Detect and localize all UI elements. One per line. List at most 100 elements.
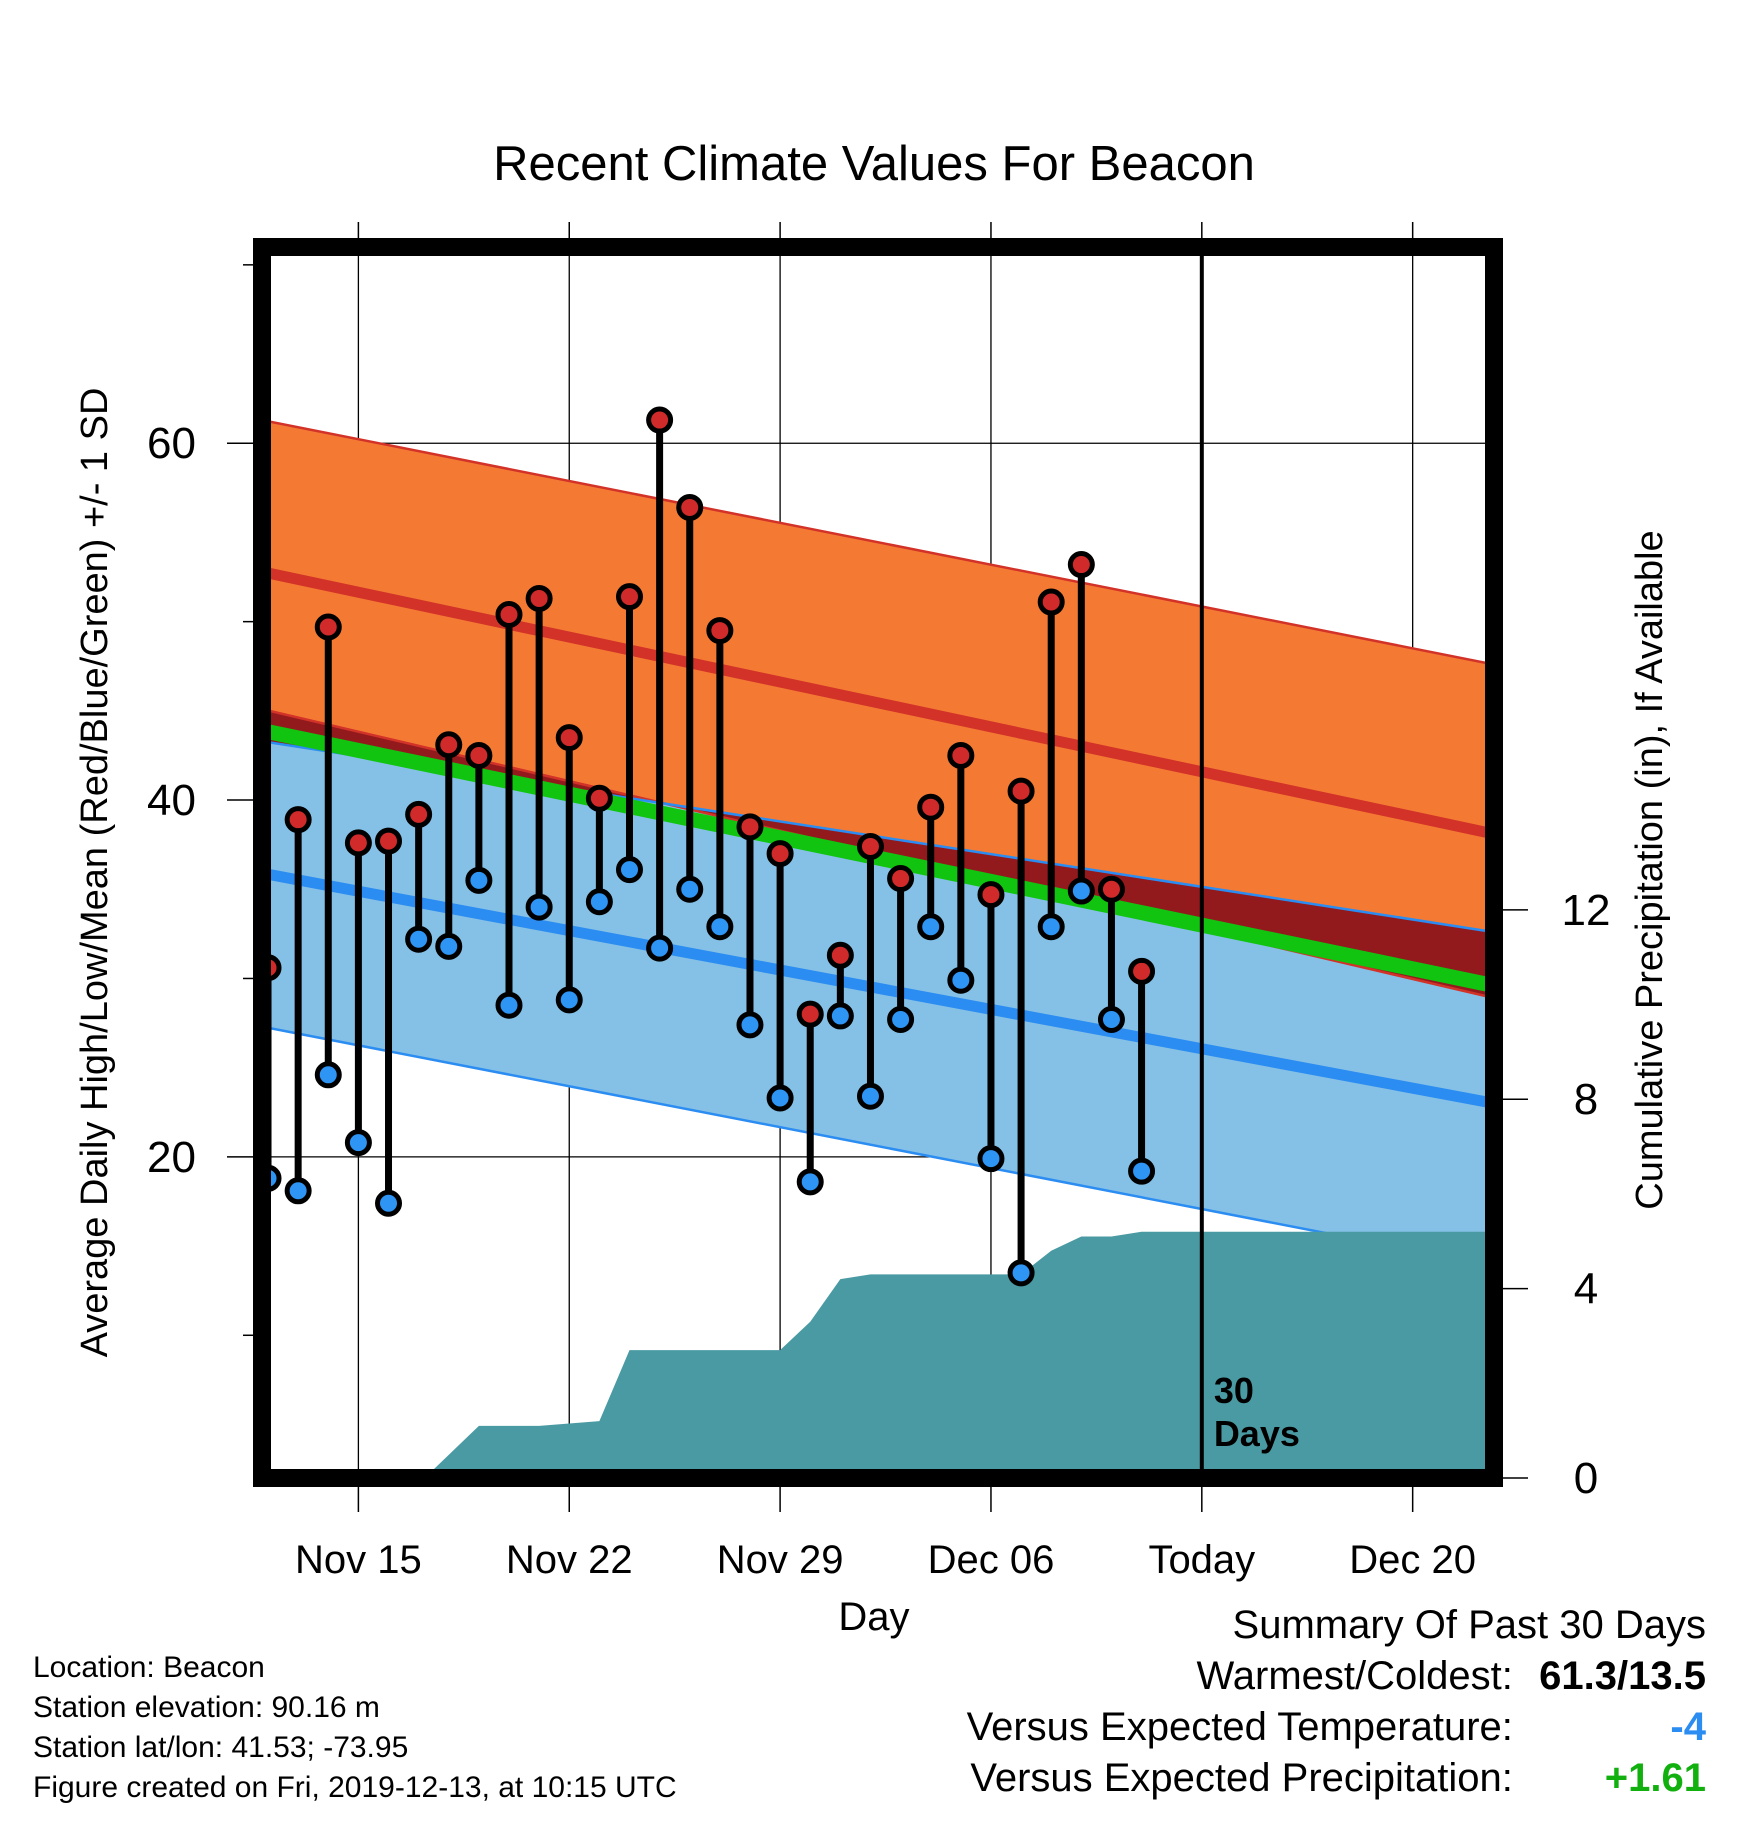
daily-low-point [736, 1011, 764, 1039]
daily-high-point [1067, 551, 1095, 579]
y2-tick-label: 12 [1562, 886, 1611, 935]
daily-low-point [375, 1189, 403, 1217]
daily-low-point [1128, 1157, 1156, 1185]
daily-high-point [947, 741, 975, 769]
station-info: Location: Beacon Station elevation: 90.1… [33, 1648, 677, 1808]
today-label-line: 30 [1214, 1370, 1254, 1411]
x-tick-label: Dec 06 [928, 1538, 1055, 1582]
daily-high-point [495, 601, 523, 629]
daily-low-point [796, 1168, 824, 1196]
precip-area-shape [262, 1231, 1494, 1478]
x-tick-label: Nov 15 [295, 1538, 422, 1582]
daily-low-point [495, 991, 523, 1019]
daily-low-point [525, 893, 553, 921]
daily-low-point [887, 1005, 915, 1033]
daily-high-point [375, 827, 403, 855]
daily-low-point [435, 932, 463, 960]
summary-panel: Summary Of Past 30 Days Warmest/Coldest:… [967, 1600, 1706, 1804]
warm-cold-label: Warmest/Coldest: [1196, 1654, 1513, 1698]
today-label: 30 Days [1214, 1370, 1300, 1454]
daily-high-point [977, 881, 1005, 909]
daily-high-point [1097, 875, 1125, 903]
precip-area [262, 1231, 1494, 1478]
precip-label: Versus Expected Precipitation: [970, 1756, 1513, 1800]
daily-low-point [1037, 913, 1065, 941]
temp-value: -4 [1670, 1705, 1706, 1749]
created-text: Figure created on Fri, 2019-12-13, at 10… [33, 1771, 677, 1804]
high-sd-upper-line [262, 418, 1494, 666]
daily-high-point [706, 617, 734, 645]
daily-low-point [465, 866, 493, 894]
daily-high-point [525, 584, 553, 612]
low-mean-line [262, 867, 1494, 1109]
daily-low-point [314, 1061, 342, 1089]
daily-low-point [1097, 1005, 1125, 1033]
y-axis-label: Average Daily High/Low/Mean (Red/Blue/Gr… [74, 388, 116, 1358]
y-tick-label: 40 [147, 776, 196, 825]
daily-low-point [766, 1084, 794, 1112]
y2-tick-label: 4 [1574, 1265, 1598, 1314]
daily-low-point [585, 888, 613, 916]
daily-high-point [676, 493, 704, 521]
chart-title: Recent Climate Values For Beacon [493, 137, 1255, 191]
x-tick-label: Dec 20 [1349, 1538, 1476, 1582]
y2-axis-label: Cumulative Precipitation (in), If Availa… [1629, 530, 1671, 1209]
x-tick-label: Today [1148, 1538, 1255, 1582]
plot-border [253, 238, 1503, 1487]
location-text: Location: Beacon [33, 1651, 265, 1684]
daily-low-point [646, 934, 674, 962]
daily-low-point [676, 875, 704, 903]
precip-row: Versus Expected Precipitation: +1.61 [967, 1753, 1706, 1804]
daily-range-bars: 30 Days [254, 247, 1300, 1478]
daily-high-point [646, 406, 674, 434]
y2-tick-label: 0 [1574, 1454, 1598, 1503]
daily-high-point [284, 806, 312, 834]
y2-tick-label: 8 [1574, 1075, 1598, 1124]
daily-high-point [1037, 588, 1065, 616]
daily-high-point [465, 741, 493, 769]
daily-high-point [766, 840, 794, 868]
daily-high-point [796, 1000, 824, 1028]
temp-label: Versus Expected Temperature: [966, 1705, 1513, 1749]
daily-high-point [826, 941, 854, 969]
daily-high-point [1128, 957, 1156, 985]
y-tick-label: 20 [147, 1133, 196, 1182]
daily-high-point [887, 865, 915, 893]
daily-low-point [856, 1082, 884, 1110]
daily-high-point [405, 800, 433, 828]
daily-low-point [1007, 1259, 1035, 1287]
daily-high-point [585, 784, 613, 812]
daily-low-point [615, 856, 643, 884]
elevation-text: Station elevation: 90.16 m [33, 1691, 380, 1724]
today-label-line: Days [1214, 1413, 1300, 1454]
daily-low-point [555, 986, 583, 1014]
mean-line [262, 723, 1494, 993]
daily-low-point [826, 1002, 854, 1030]
daily-high-point [555, 724, 583, 752]
latlon-text: Station lat/lon: 41.53; -73.95 [33, 1731, 409, 1764]
daily-low-point [1067, 877, 1095, 905]
low-sd-lower-line [262, 1025, 1494, 1267]
daily-low-point [344, 1129, 372, 1157]
daily-high-point [1007, 777, 1035, 805]
high-mean-line [262, 566, 1494, 840]
warm-cold-row: Warmest/Coldest: 61.3/13.5 [967, 1651, 1707, 1702]
daily-high-point [314, 613, 342, 641]
daily-low-point [947, 966, 975, 994]
x-axis-label: Day [838, 1595, 909, 1639]
y-tick-label: 60 [147, 419, 196, 468]
daily-high-point [344, 829, 372, 857]
daily-high-point [615, 583, 643, 611]
daily-high-point [736, 813, 764, 841]
axes: Nov 15 Nov 22 Nov 29 Dec 06 Today Dec 20 Day 20… [74, 222, 1671, 1639]
daily-high-point [856, 832, 884, 860]
daily-low-point [977, 1145, 1005, 1173]
daily-high-point [435, 731, 463, 759]
precip-value: +1.61 [1604, 1756, 1706, 1800]
daily-low-point [917, 913, 945, 941]
summary-title: Summary Of Past 30 Days [1232, 1603, 1706, 1647]
daily-low-point [405, 925, 433, 953]
daily-low-point [284, 1177, 312, 1205]
high-sd-band [262, 420, 1494, 999]
